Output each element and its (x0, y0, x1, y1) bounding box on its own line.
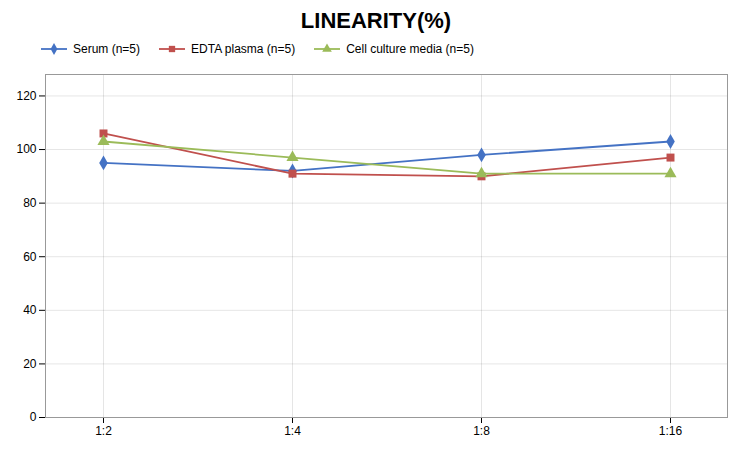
svg-text:1:16: 1:16 (659, 424, 683, 438)
svg-text:20: 20 (23, 357, 37, 371)
svg-text:1:8: 1:8 (473, 424, 490, 438)
svg-text:80: 80 (23, 196, 37, 210)
html-text:EDTA plasma (n=5): EDTA plasma (n=5) (191, 42, 296, 56)
svg-text:120: 120 (16, 89, 36, 103)
svg-text:60: 60 (23, 250, 37, 264)
svg-text:100: 100 (16, 142, 36, 156)
svg-text:0: 0 (30, 410, 37, 424)
html-text:Serum (n=5): Serum (n=5) (73, 42, 140, 56)
svg-text:1:4: 1:4 (284, 424, 301, 438)
svg-text:40: 40 (23, 303, 37, 317)
html-text:Cell culture media (n=5): Cell culture media (n=5) (346, 42, 474, 56)
svg-text:1:2: 1:2 (95, 424, 112, 438)
html-text:LINEARITY(%): LINEARITY(%) (300, 8, 452, 33)
